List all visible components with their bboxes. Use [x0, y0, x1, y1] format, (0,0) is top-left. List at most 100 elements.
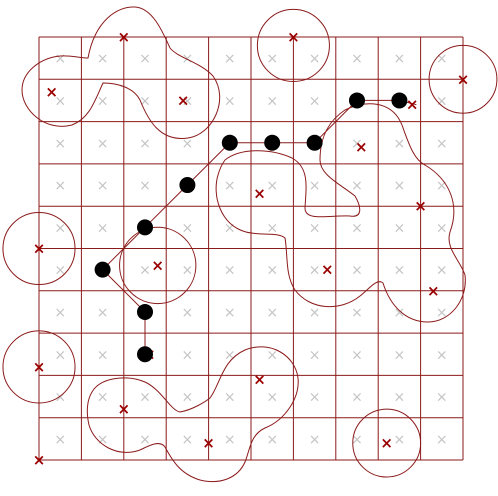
grey-mark: × — [54, 263, 66, 279]
grey-mark: × — [97, 178, 109, 194]
grey-mark: × — [351, 432, 363, 448]
red-mark: × — [151, 256, 164, 274]
grey-mark: × — [309, 51, 321, 67]
red-marks: × × × × × × × × × × × × × × × × × × × × — [33, 28, 470, 469]
grey-mark: × — [436, 305, 448, 321]
red-mark: × — [177, 91, 190, 109]
grey-mark: × — [139, 136, 151, 152]
grey-mark: × — [224, 93, 236, 109]
path-node — [137, 219, 153, 236]
grey-mark: × — [54, 220, 66, 236]
grey-mark: × — [394, 347, 406, 363]
path-node — [137, 346, 153, 363]
red-mark: × — [321, 261, 334, 279]
grey-mark: × — [97, 220, 109, 236]
red-mark: × — [33, 358, 46, 376]
grey-mark: × — [97, 305, 109, 321]
grey-mark: × — [224, 390, 236, 406]
grey-mark: × — [182, 93, 194, 109]
grey-mark: × — [139, 432, 151, 448]
red-mark: × — [253, 371, 266, 389]
grey-mark: × — [394, 178, 406, 194]
grey-mark: × — [224, 178, 236, 194]
grey-mark: × — [54, 51, 66, 67]
region-bottom — [86, 346, 299, 483]
grey-mark: × — [394, 220, 406, 236]
path-node — [306, 134, 323, 151]
grey-mark: × — [182, 305, 194, 321]
grey-mark: × — [182, 263, 194, 279]
red-mark: × — [33, 240, 46, 258]
path-node — [221, 134, 238, 151]
red-mark: × — [253, 185, 266, 203]
red-mark: × — [202, 434, 215, 452]
grey-mark: × — [224, 51, 236, 67]
path-node — [349, 92, 365, 109]
grey-mark: × — [394, 51, 406, 67]
red-mark: × — [45, 83, 58, 101]
grey-mark: × — [351, 390, 363, 406]
grey-mark: × — [97, 51, 109, 67]
grey-mark: × — [351, 51, 363, 67]
grey-mark: × — [351, 347, 363, 363]
red-mark: × — [287, 28, 300, 46]
grey-mark: × — [182, 136, 194, 152]
grey-mark: × — [309, 220, 321, 236]
obstacle-circle — [119, 226, 197, 305]
grey-mark: × — [394, 432, 406, 448]
grey-mark: × — [139, 51, 151, 67]
grey-mark: × — [351, 263, 363, 279]
grey-mark: × — [266, 178, 278, 194]
red-mark: × — [33, 451, 46, 469]
grey-mark: × — [309, 390, 321, 406]
red-mark: × — [406, 96, 419, 114]
grey-mark: × — [182, 347, 194, 363]
path-node — [179, 177, 196, 194]
red-mark: × — [457, 70, 470, 88]
grey-mark: × — [436, 93, 448, 109]
grey-mark: × — [436, 390, 448, 406]
grey-mark: × — [394, 390, 406, 406]
obstacle-circle — [428, 44, 498, 114]
grey-mark: × — [351, 178, 363, 194]
obstacle-circle — [256, 8, 330, 82]
grey-mark: × — [182, 390, 194, 406]
obstacle-circle — [2, 330, 76, 404]
grey-mark: × — [436, 178, 448, 194]
red-mark: × — [380, 434, 393, 452]
grey-mark: × — [224, 347, 236, 363]
path-node — [94, 261, 111, 278]
grey-mark: × — [54, 136, 66, 152]
grey-mark: × — [266, 51, 278, 67]
grey-mark: × — [436, 51, 448, 67]
grey-mark: × — [266, 93, 278, 109]
grey-mark: × — [54, 390, 66, 406]
grey-mark: × — [309, 305, 321, 321]
grey-mark: × — [309, 432, 321, 448]
grey-mark: × — [224, 263, 236, 279]
red-mark: × — [355, 138, 368, 156]
grey-mark: × — [97, 390, 109, 406]
red-mark: × — [427, 282, 440, 300]
grey-mark: × — [351, 136, 363, 152]
grey-mark: × — [182, 220, 194, 236]
grey-mark: × — [436, 220, 448, 236]
grey-mark: × — [266, 305, 278, 321]
grey-mark: × — [54, 347, 66, 363]
grey-mark: × — [436, 263, 448, 279]
grey-mark: × — [139, 263, 151, 279]
grey-mark: × — [436, 347, 448, 363]
grey-mark: × — [309, 347, 321, 363]
grey-mark: × — [54, 93, 66, 109]
grey-mark: × — [54, 432, 66, 448]
obstacle-circles — [2, 8, 498, 478]
grey-mark: × — [266, 263, 278, 279]
grey-mark: × — [394, 136, 406, 152]
grey-mark: × — [309, 178, 321, 194]
grey-mark: × — [97, 432, 109, 448]
grey-mark: × — [182, 432, 194, 448]
grey-mark: × — [139, 178, 151, 194]
grey-mark: × — [351, 220, 363, 236]
